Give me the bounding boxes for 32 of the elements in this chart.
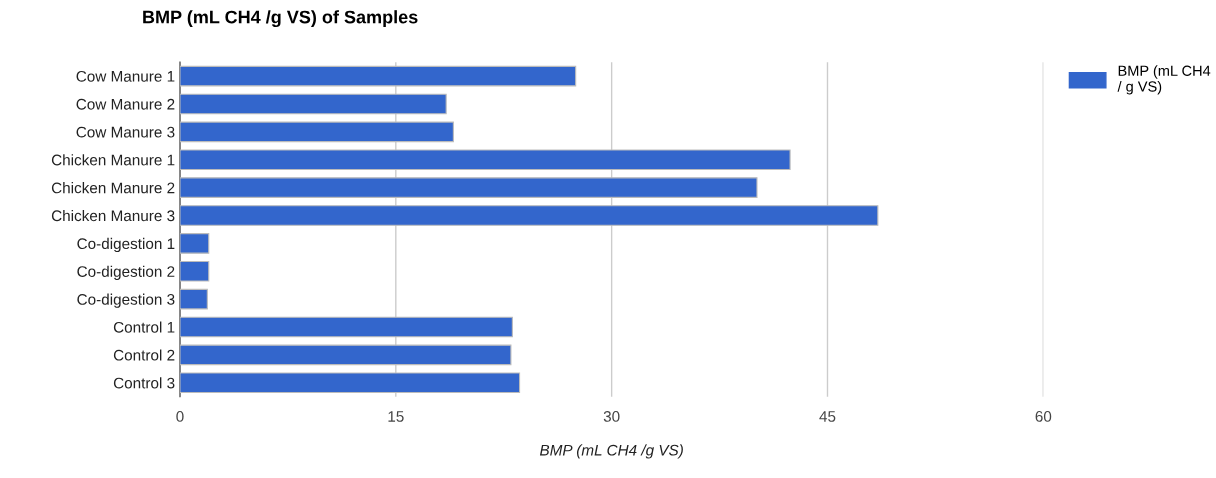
y-tick-label: Co-digestion 1 bbox=[77, 237, 175, 253]
x-tick-label: 30 bbox=[603, 411, 620, 422]
y-tick-label: Co-digestion 3 bbox=[77, 293, 175, 308]
legend-label: BMP (mL CH4 / g VS) bbox=[1117, 65, 1211, 95]
bar bbox=[179, 260, 210, 282]
y-tick-label: Chicken Manure 1 bbox=[51, 154, 175, 166]
y-tick-label: Control 1 bbox=[113, 321, 175, 333]
x-tick-label: 0 bbox=[176, 411, 184, 422]
y-tick-label: Control 2 bbox=[113, 349, 175, 361]
bar bbox=[179, 205, 879, 226]
x-tick-label: 60 bbox=[1035, 411, 1052, 422]
bar bbox=[179, 372, 521, 394]
y-tick-label: Cow Manure 3 bbox=[76, 126, 175, 138]
bar bbox=[179, 121, 454, 143]
bar bbox=[179, 177, 758, 198]
bar bbox=[179, 316, 513, 338]
y-tick-label: Cow Manure 1 bbox=[76, 70, 175, 82]
bar bbox=[179, 344, 512, 366]
x-tick-label: 15 bbox=[388, 411, 404, 422]
chart-title: BMP (mL CH4 /g VS) of Samples bbox=[143, 10, 418, 28]
bar bbox=[179, 93, 447, 115]
x-tick-label: 45 bbox=[819, 411, 836, 422]
x-axis-title: BMP (mL CH4 /g VS) bbox=[539, 444, 683, 459]
bar bbox=[179, 288, 208, 310]
y-tick-label: Co-digestion 2 bbox=[77, 265, 175, 280]
y-tick-label: Chicken Manure 2 bbox=[51, 182, 175, 194]
y-tick-label: Control 3 bbox=[113, 377, 175, 389]
y-tick-label: Chicken Manure 3 bbox=[51, 209, 175, 222]
bar bbox=[179, 233, 210, 254]
y-tick-label: Cow Manure 2 bbox=[76, 98, 175, 110]
bar bbox=[179, 65, 577, 87]
bar bbox=[179, 149, 791, 171]
